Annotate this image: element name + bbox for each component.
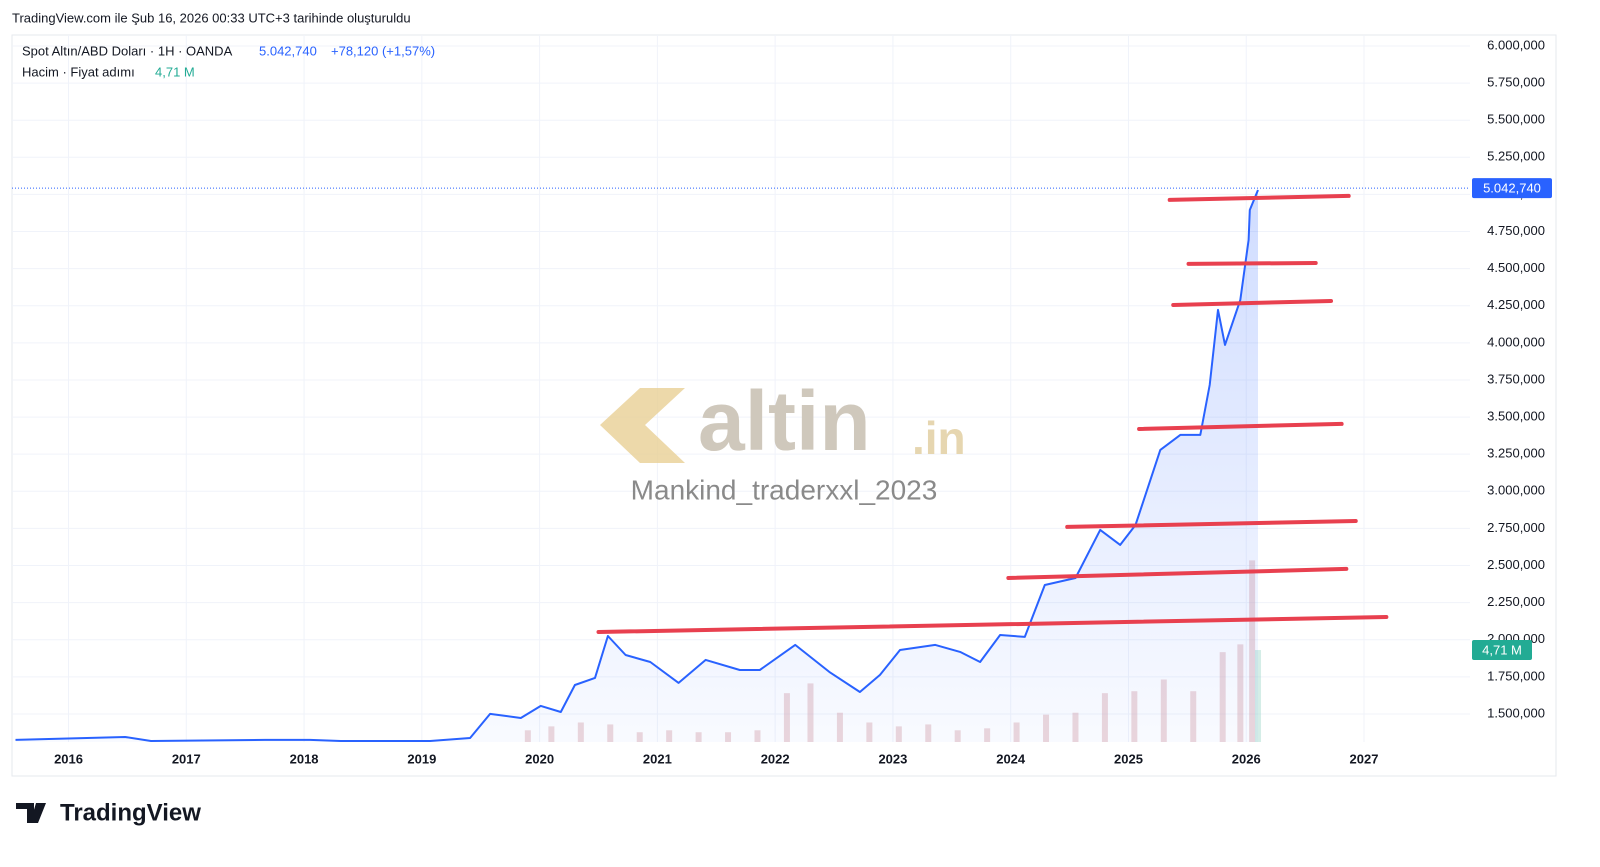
x-tick-label: 2018 xyxy=(290,751,319,766)
x-tick-label: 2022 xyxy=(761,751,790,766)
last-price-label: 5.042,740 xyxy=(1483,181,1541,196)
watermark: altin .in Mankind_traderxxl_2023 xyxy=(600,374,966,505)
y-tick-label: 4.000,000 xyxy=(1487,334,1545,349)
legend-symbol: Spot Altın/ABD Doları · 1H · OANDA xyxy=(22,43,233,58)
y-tick-label: 3.250,000 xyxy=(1487,446,1545,461)
volume-bar xyxy=(1255,650,1262,742)
y-tick-label: 3.000,000 xyxy=(1487,483,1545,498)
y-tick-label: 4.750,000 xyxy=(1487,223,1545,238)
watermark-text: altin xyxy=(698,374,871,468)
y-tick-label: 5.250,000 xyxy=(1487,149,1545,164)
trend-line xyxy=(596,615,1389,635)
legend-change: +78,120 (+1,57%) xyxy=(331,43,435,58)
y-tick-label: 2.500,000 xyxy=(1487,557,1545,572)
x-tick-label: 2023 xyxy=(878,751,907,766)
legend-volume: Hacim · Fiyat adımı xyxy=(22,64,135,79)
y-tick-label: 2.750,000 xyxy=(1487,520,1545,535)
y-tick-label: 4.250,000 xyxy=(1487,297,1545,312)
x-tick-label: 2016 xyxy=(54,751,83,766)
y-tick-label: 1.500,000 xyxy=(1487,705,1545,720)
trend-line xyxy=(1186,260,1318,266)
x-tick-label: 2020 xyxy=(525,751,554,766)
price-line xyxy=(15,189,1259,742)
last-price-tag xyxy=(1472,178,1552,199)
brand-text: TradingView xyxy=(60,799,201,826)
trend-line xyxy=(1167,193,1351,202)
header: TradingView.com ile Şub 16, 2026 00:33 U… xyxy=(12,10,411,25)
trend-line xyxy=(1065,518,1358,529)
y-tick-label: 1.750,000 xyxy=(1487,668,1545,683)
watermark-suffix: .in xyxy=(912,412,966,464)
watermark-author: Mankind_traderxxl_2023 xyxy=(631,474,938,505)
x-tick-label: 2017 xyxy=(172,751,201,766)
watermark-logo xyxy=(600,388,685,463)
x-tick-label: 2025 xyxy=(1114,751,1143,766)
y-tick-label: 3.750,000 xyxy=(1487,371,1545,386)
brand-logo xyxy=(16,803,46,823)
x-tick-label: 2019 xyxy=(407,751,436,766)
y-tick-label: 4.500,000 xyxy=(1487,260,1545,275)
price-area xyxy=(15,190,1258,742)
trend-line xyxy=(1171,298,1334,308)
y-tick-label: 6.000,000 xyxy=(1487,37,1545,52)
trend-line xyxy=(1137,421,1344,431)
volume-tag xyxy=(1472,640,1532,661)
y-tick-label: 2.250,000 xyxy=(1487,594,1545,609)
x-tick-label: 2027 xyxy=(1350,751,1379,766)
volume-tag-label: 4,71 M xyxy=(1482,642,1522,657)
x-tick-label: 2021 xyxy=(643,751,672,766)
brand: TradingView xyxy=(16,799,201,826)
x-tick-label: 2026 xyxy=(1232,751,1261,766)
y-tick-label: 3.500,000 xyxy=(1487,409,1545,424)
y-tick-label: 5.500,000 xyxy=(1487,112,1545,127)
trend-line xyxy=(1006,566,1349,580)
legend-price: 5.042,740 xyxy=(259,43,317,58)
y-tick-label: 5.750,000 xyxy=(1487,75,1545,90)
x-tick-label: 2024 xyxy=(996,751,1026,766)
legend-volume-value: 4,71 M xyxy=(155,64,195,79)
